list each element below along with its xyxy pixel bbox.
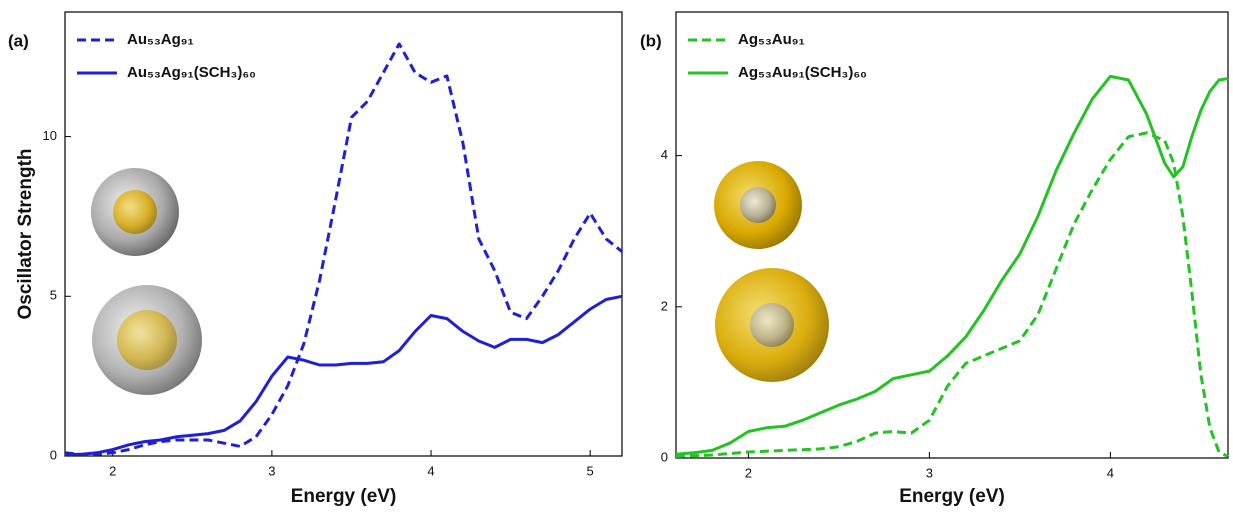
x-axis-label: Energy (eV) (899, 486, 1005, 507)
x-tick-label: 3 (268, 463, 275, 478)
x-tick-label: 2 (745, 465, 752, 480)
y-tick-label: 0 (50, 447, 57, 462)
y-tick-label: 10 (43, 128, 57, 143)
plot-frame (675, 11, 1229, 459)
x-tick-label: 5 (587, 463, 594, 478)
legend-label: Ag₅₃Au₉₁(SCH₃)₆₀ (738, 64, 867, 81)
x-tick-label: 3 (926, 465, 933, 480)
panel-label: (b) (640, 31, 662, 50)
legend-label: Au₅₃Ag₉₁ (127, 31, 194, 48)
y-tick-label: 2 (661, 298, 668, 313)
series-line (675, 74, 1229, 456)
x-axis-label: Energy (eV) (291, 486, 397, 507)
series-line (64, 42, 623, 456)
panel-label: (a) (8, 31, 29, 50)
cluster-illustrations (91, 161, 829, 395)
series-line (65, 294, 623, 456)
y-tick-label: 4 (661, 147, 668, 162)
y-tick-label: 0 (661, 449, 668, 464)
x-tick-label: 2 (109, 463, 116, 478)
legend-label: Au₅₃Ag₉₁(SCH₃)₆₀ (127, 64, 256, 81)
plot-frame (64, 11, 623, 457)
legend-label: Ag₅₃Au₉₁ (738, 31, 805, 48)
series-line (675, 131, 1229, 458)
y-axis-label: Oscillator Strength (15, 148, 36, 319)
y-tick-label: 5 (50, 288, 57, 303)
x-tick-label: 4 (1107, 465, 1114, 480)
x-tick-label: 4 (427, 463, 434, 478)
